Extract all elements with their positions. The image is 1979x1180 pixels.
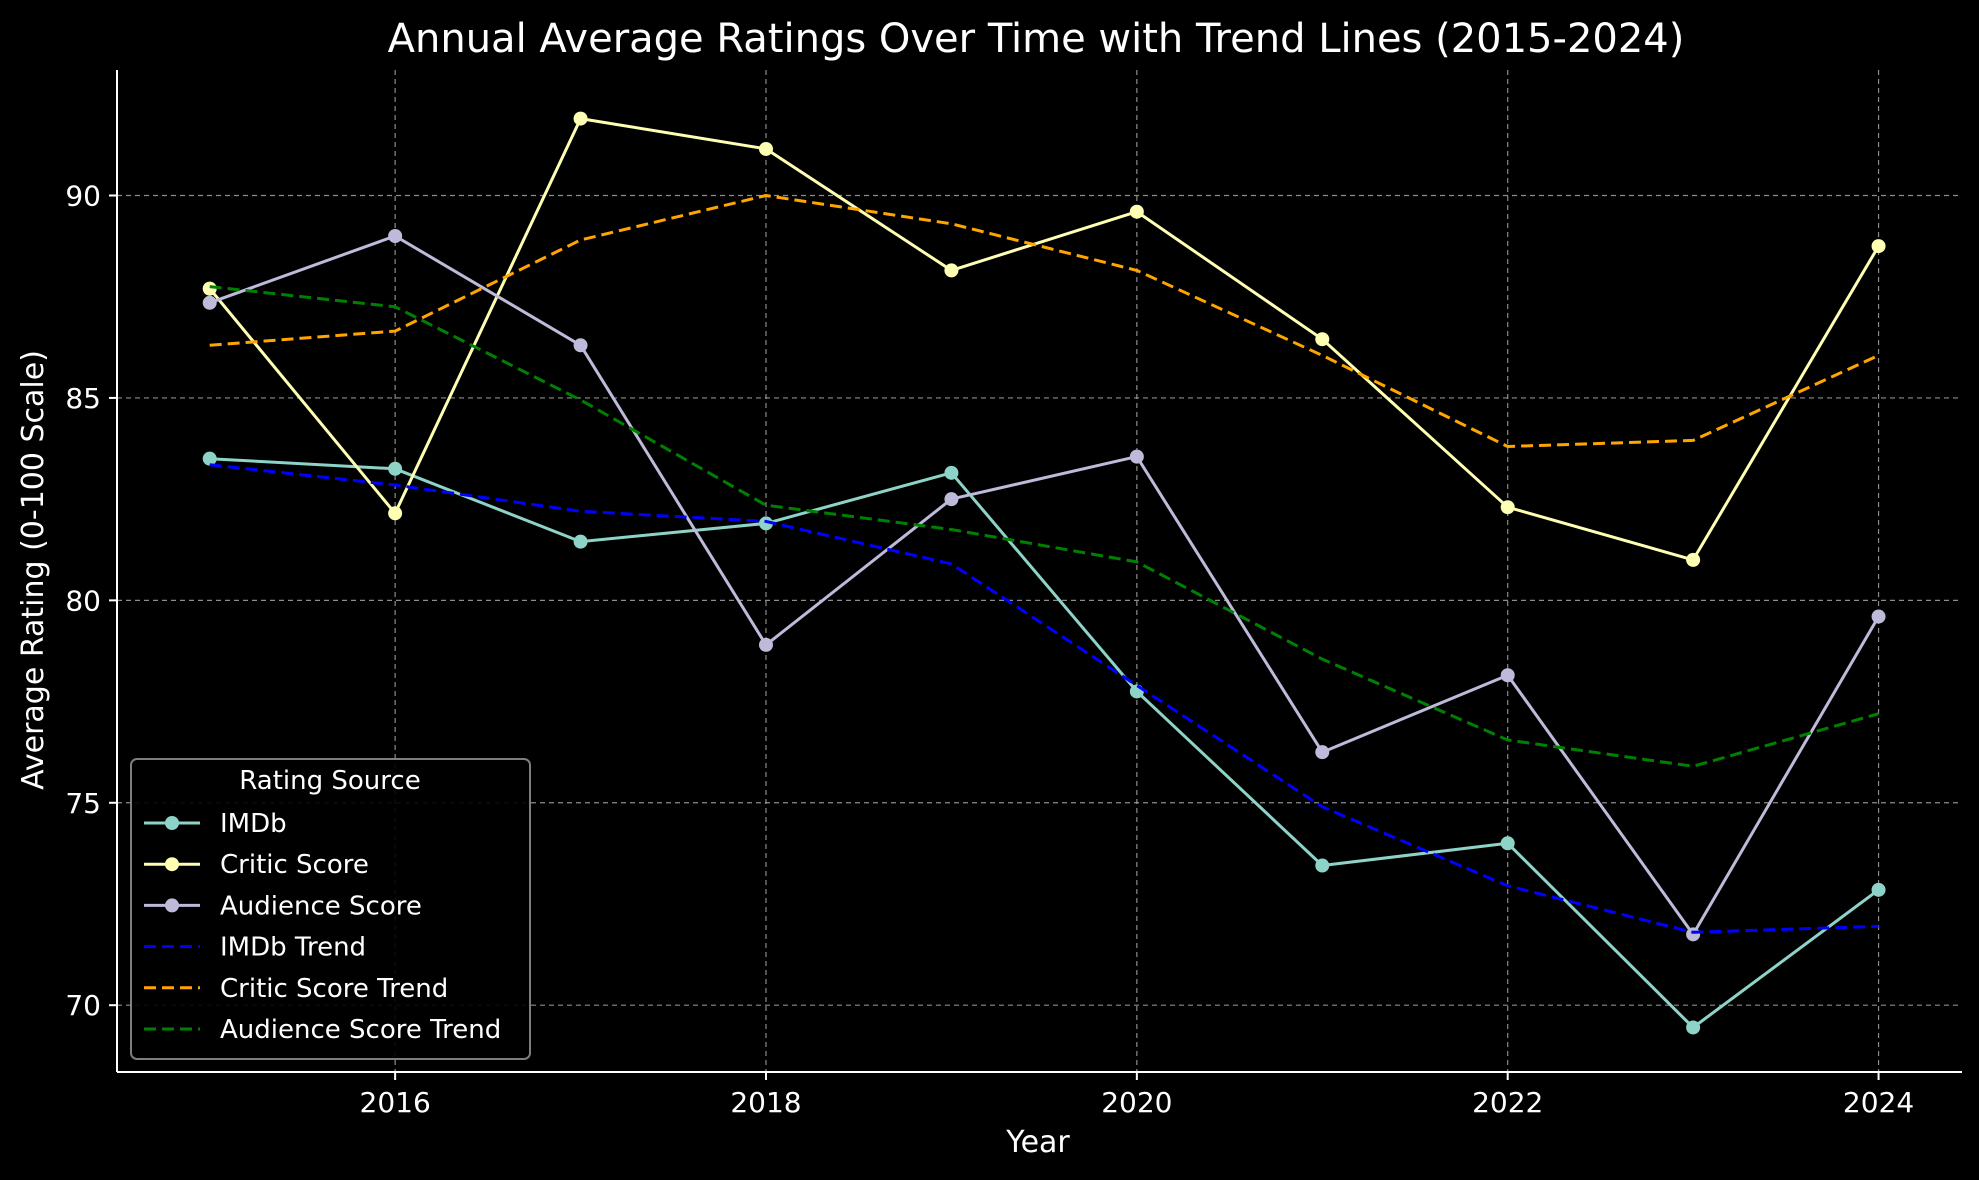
series-line-audience-score xyxy=(209,234,1880,936)
data-point-audience-score xyxy=(1871,609,1886,624)
legend-title: Rating Source xyxy=(239,766,420,796)
data-point-audience-score xyxy=(1500,668,1515,683)
x-tick-label: 2016 xyxy=(360,1086,431,1119)
legend-label-imdb: IMDb xyxy=(220,809,287,839)
data-point-critic-score xyxy=(1315,332,1330,347)
data-point-critic-score xyxy=(1871,239,1886,254)
series-line-critic-score-trend xyxy=(209,194,1880,448)
data-point-critic-score xyxy=(573,111,588,126)
data-point-imdb xyxy=(1871,882,1886,897)
data-point-audience-score xyxy=(758,637,773,652)
series-audience-score-trend xyxy=(209,285,1880,768)
y-tick-label: 70 xyxy=(65,989,101,1022)
x-ticks: 2016 2018 2020 2022 2024 xyxy=(360,1072,1914,1119)
legend-label-imdb-trend: IMDb Trend xyxy=(220,933,366,963)
data-point-imdb xyxy=(1500,836,1515,851)
legend-items: IMDb Critic Score Audience Score IMDb Trend… xyxy=(144,809,501,1045)
y-ticks: 70 75 80 85 90 xyxy=(65,180,117,1022)
legend-label-critic-score: Critic Score xyxy=(220,850,369,880)
data-point-critic-score xyxy=(1500,500,1515,515)
data-point-critic-score xyxy=(1686,552,1701,567)
legend-label-audience-score: Audience Score xyxy=(220,891,422,921)
x-tick-label: 2018 xyxy=(730,1086,801,1119)
axes xyxy=(116,70,1962,1073)
y-tick-label: 85 xyxy=(65,382,101,415)
chart-title: Annual Average Ratings Over Time with Tr… xyxy=(388,16,1685,62)
y-tick-label: 90 xyxy=(65,180,101,213)
data-point-critic-score xyxy=(758,141,773,156)
data-point-imdb xyxy=(388,461,403,476)
data-point-imdb xyxy=(202,451,217,466)
data-point-audience-score xyxy=(1315,745,1330,760)
series-critic-score-trend xyxy=(209,194,1880,448)
data-point-critic-score xyxy=(202,281,217,296)
data-point-critic-score xyxy=(1129,204,1144,219)
legend-marker-imdb xyxy=(165,816,179,830)
y-tick-label: 75 xyxy=(65,787,101,820)
series-line-critic-score xyxy=(208,117,1880,562)
data-point-audience-score xyxy=(573,338,588,353)
data-point-audience-score xyxy=(1686,927,1701,942)
data-point-imdb xyxy=(758,516,773,531)
legend-box xyxy=(130,758,531,1060)
x-tick-label: 2024 xyxy=(1843,1086,1914,1119)
data-point-audience-score xyxy=(202,295,217,310)
series-imdb-trend xyxy=(209,463,1879,934)
y-axis-label: Average Rating (0-100 Scale) xyxy=(16,350,51,790)
data-point-audience-score xyxy=(1129,449,1144,464)
x-tick-label: 2020 xyxy=(1101,1086,1172,1119)
x-axis-label: Year xyxy=(1005,1125,1070,1160)
data-point-imdb xyxy=(1686,1020,1701,1035)
legend-label-critic-score-trend: Critic Score Trend xyxy=(220,974,448,1004)
legend-label-audience-score-trend: Audience Score Trend xyxy=(220,1015,501,1045)
data-point-audience-score xyxy=(944,492,959,507)
data-point-audience-score xyxy=(388,228,403,243)
series-line-audience-score-trend xyxy=(209,285,1880,768)
x-tick-label: 2022 xyxy=(1472,1086,1543,1119)
series-line-imdb xyxy=(209,457,1880,1029)
series-line-imdb-trend xyxy=(209,463,1879,934)
y-tick-label: 80 xyxy=(65,584,101,617)
legend: Rating Source IMDb Critic Score Audience S… xyxy=(130,758,531,1060)
data-point-imdb xyxy=(944,465,959,480)
data-point-imdb xyxy=(1315,858,1330,873)
data-point-imdb xyxy=(573,534,588,549)
data-point-critic-score xyxy=(388,506,403,521)
data-point-critic-score xyxy=(944,263,959,278)
legend-marker-critic-score xyxy=(165,857,179,872)
series-layer xyxy=(202,111,1886,1035)
legend-marker-audience-score xyxy=(165,898,179,913)
series-critic-score xyxy=(202,111,1886,567)
